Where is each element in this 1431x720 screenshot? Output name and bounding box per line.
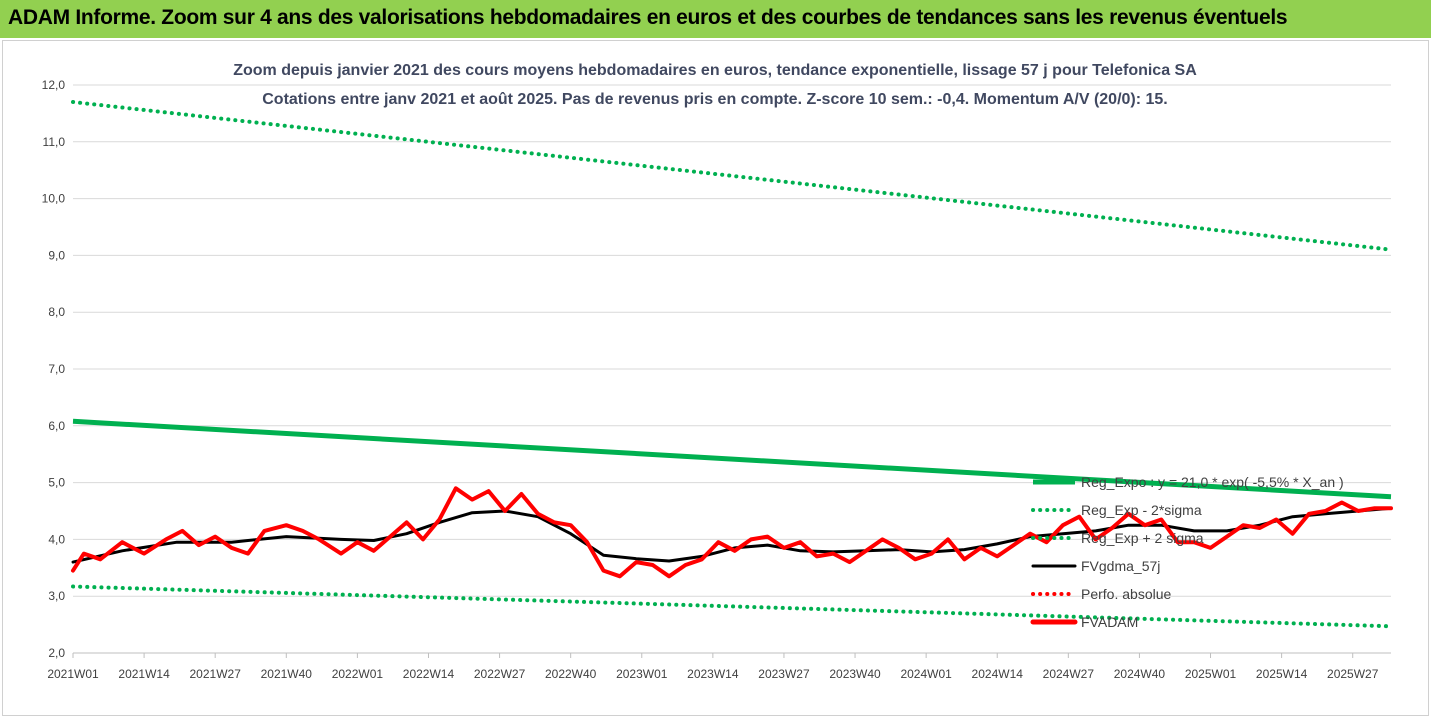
y-tick-label: 9,0 bbox=[48, 248, 65, 262]
series-line-0 bbox=[72, 418, 1392, 500]
x-tick-label: 2025W01 bbox=[1185, 667, 1237, 681]
y-tick-label: 2,0 bbox=[48, 646, 65, 660]
x-tick-label: 2021W27 bbox=[190, 667, 242, 681]
y-tick-label: 5,0 bbox=[48, 476, 65, 490]
x-tick-label: 2021W01 bbox=[47, 667, 99, 681]
y-tick-label: 8,0 bbox=[48, 305, 65, 319]
x-tick-label: 2025W27 bbox=[1327, 667, 1379, 681]
chart-subtitle: Cotations entre janv 2021 et août 2025. … bbox=[262, 91, 1168, 108]
y-tick-label: 11,0 bbox=[43, 135, 66, 149]
legend-label: FVgdma_57j bbox=[1081, 558, 1160, 574]
report-title: ADAM Informe. Zoom sur 4 ans des valoris… bbox=[8, 6, 1288, 29]
x-tick-label: 2024W14 bbox=[972, 667, 1024, 681]
x-tick-label: 2022W40 bbox=[545, 667, 597, 681]
series-layer bbox=[71, 100, 1393, 629]
y-tick-label: 7,0 bbox=[48, 362, 65, 376]
y-tick-label: 6,0 bbox=[48, 419, 65, 433]
x-tick-label: 2021W14 bbox=[118, 667, 170, 681]
legend-label: Perfo. absolue bbox=[1081, 586, 1171, 602]
x-tick-label: 2023W40 bbox=[829, 667, 881, 681]
x-tick-label: 2024W01 bbox=[900, 667, 952, 681]
legend-label: Reg_Exp + 2 sigma bbox=[1081, 530, 1204, 546]
series-line-5 bbox=[71, 486, 1393, 579]
y-axis: 2,0 3,0 4,0 5,0 6,0 7,0 8,0 9,0 10,0 11,0 12,0 bbox=[42, 78, 66, 660]
series-line-2 bbox=[71, 100, 1393, 252]
x-tick-label: 2023W14 bbox=[687, 667, 739, 681]
x-tick-label: 2023W01 bbox=[616, 667, 668, 681]
legend-label: FVADAM bbox=[1081, 614, 1138, 630]
x-tick-label: 2022W14 bbox=[403, 667, 455, 681]
x-tick-label: 2025W14 bbox=[1256, 667, 1308, 681]
x-tick-label: 2022W27 bbox=[474, 667, 526, 681]
x-tick-label: 2023W27 bbox=[758, 667, 810, 681]
x-tick-label: 2022W01 bbox=[332, 667, 384, 681]
series-line-1 bbox=[71, 584, 1393, 629]
legend: Reg_Expo : y = 21,0 * exp( -5,5% * X_an … bbox=[1030, 474, 1344, 630]
report-header: ADAM Informe. Zoom sur 4 ans des valoris… bbox=[0, 0, 1431, 38]
x-tick-label: 2024W27 bbox=[1043, 667, 1095, 681]
legend-label: Reg_Exp - 2*sigma bbox=[1081, 502, 1202, 518]
x-tick-label: 2021W40 bbox=[261, 667, 313, 681]
y-gridlines bbox=[73, 84, 1391, 654]
chart-title: Zoom depuis janvier 2021 des cours moyen… bbox=[233, 62, 1197, 79]
y-tick-label: 10,0 bbox=[42, 192, 66, 206]
x-axis: 2021W01 2021W14 2021W27 2021W40 2022W01 2022W… bbox=[47, 652, 1391, 681]
line-chart: Zoom depuis janvier 2021 des cours moyen… bbox=[42, 62, 1393, 681]
y-tick-label: 4,0 bbox=[48, 532, 65, 546]
x-tick-label: 2024W40 bbox=[1114, 667, 1166, 681]
y-tick-label: 3,0 bbox=[48, 589, 65, 603]
y-tick-label: 12,0 bbox=[42, 78, 66, 92]
chart-frame: Zoom depuis janvier 2021 des cours moyen… bbox=[2, 40, 1429, 716]
legend-label: Reg_Expo : y = 21,0 * exp( -5,5% * X_an … bbox=[1081, 474, 1344, 490]
